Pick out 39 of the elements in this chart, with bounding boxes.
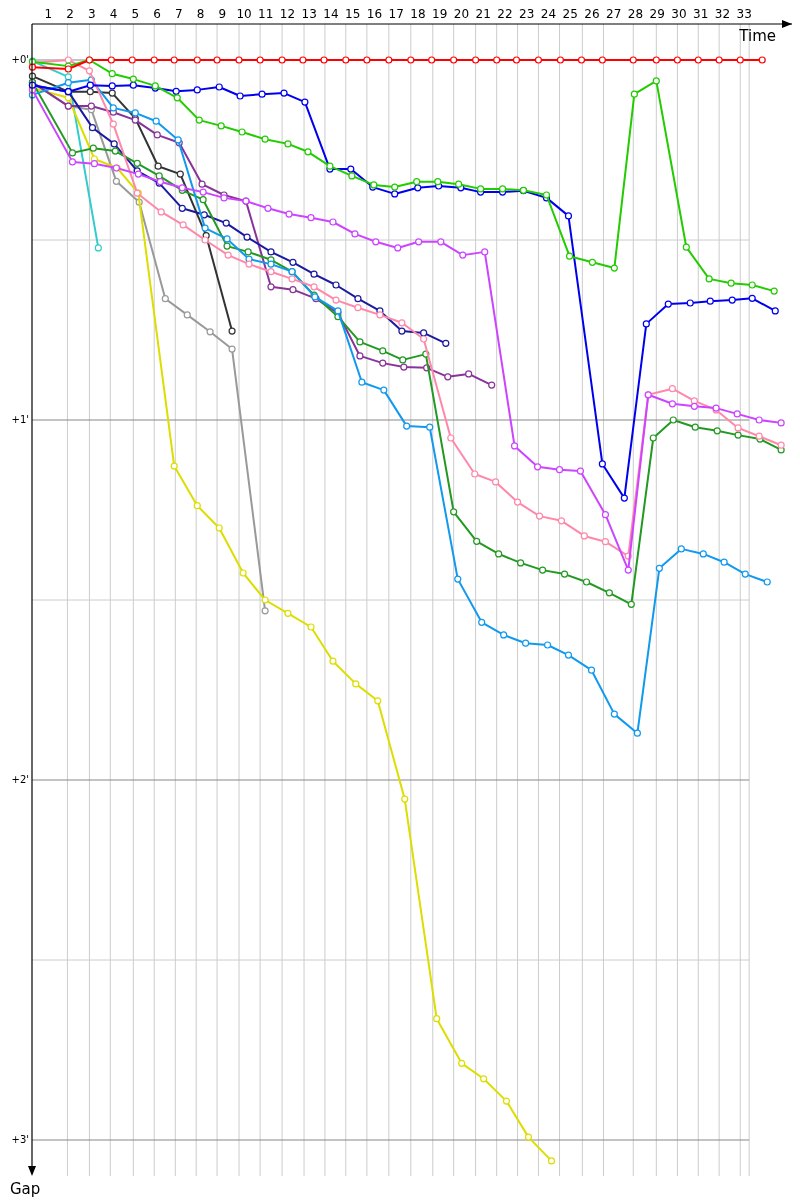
- x-tick-label: 29: [649, 7, 665, 21]
- x-tick-label: 16: [366, 7, 383, 21]
- x-tick-label: 1: [44, 7, 53, 21]
- x-tick-label: 15: [345, 7, 361, 21]
- x-tick-label: 31: [693, 7, 709, 21]
- x-tick-label: 11: [258, 7, 274, 21]
- x-tick-label: 7: [174, 7, 183, 21]
- x-tick-label: 22: [497, 7, 513, 21]
- x-axis-title: Time: [738, 27, 776, 45]
- x-tick-label: 18: [410, 7, 426, 21]
- x-tick-label: 26: [584, 7, 600, 21]
- x-tick-label: 27: [606, 7, 622, 21]
- x-tick-label: 8: [196, 7, 205, 21]
- x-tick-label: 21: [475, 7, 491, 21]
- x-tick-label: 25: [562, 7, 578, 21]
- x-tick-label: 32: [714, 7, 731, 21]
- x-tick-label: 19: [432, 7, 448, 21]
- x-tick-label: 14: [323, 7, 339, 21]
- x-tick-label: 5: [131, 7, 140, 21]
- x-tick-label: 10: [236, 7, 252, 21]
- x-tick-label: 3: [87, 7, 96, 21]
- x-tick-label: 23: [519, 7, 535, 21]
- y-tick-label: +2': [11, 774, 29, 786]
- x-tick-label: 13: [301, 7, 317, 21]
- x-tick-label: 6: [153, 7, 161, 21]
- y-axis-title: Gap: [10, 1180, 41, 1198]
- y-tick-label: +1': [11, 414, 29, 426]
- x-tick-label: 33: [736, 7, 752, 21]
- x-tick-label: 20: [453, 7, 470, 21]
- y-tick-label: +0': [11, 54, 29, 66]
- x-tick-label: 17: [388, 7, 404, 21]
- x-tick-label: 24: [540, 7, 557, 21]
- y-tick-label: +3': [11, 1134, 29, 1146]
- x-tick-label: 12: [279, 7, 296, 21]
- x-tick-label: 9: [218, 7, 227, 21]
- x-tick-label: 2: [66, 7, 74, 21]
- x-tick-label: 30: [671, 7, 687, 21]
- x-tick-label: 28: [627, 7, 644, 21]
- x-tick-label: 4: [109, 7, 118, 21]
